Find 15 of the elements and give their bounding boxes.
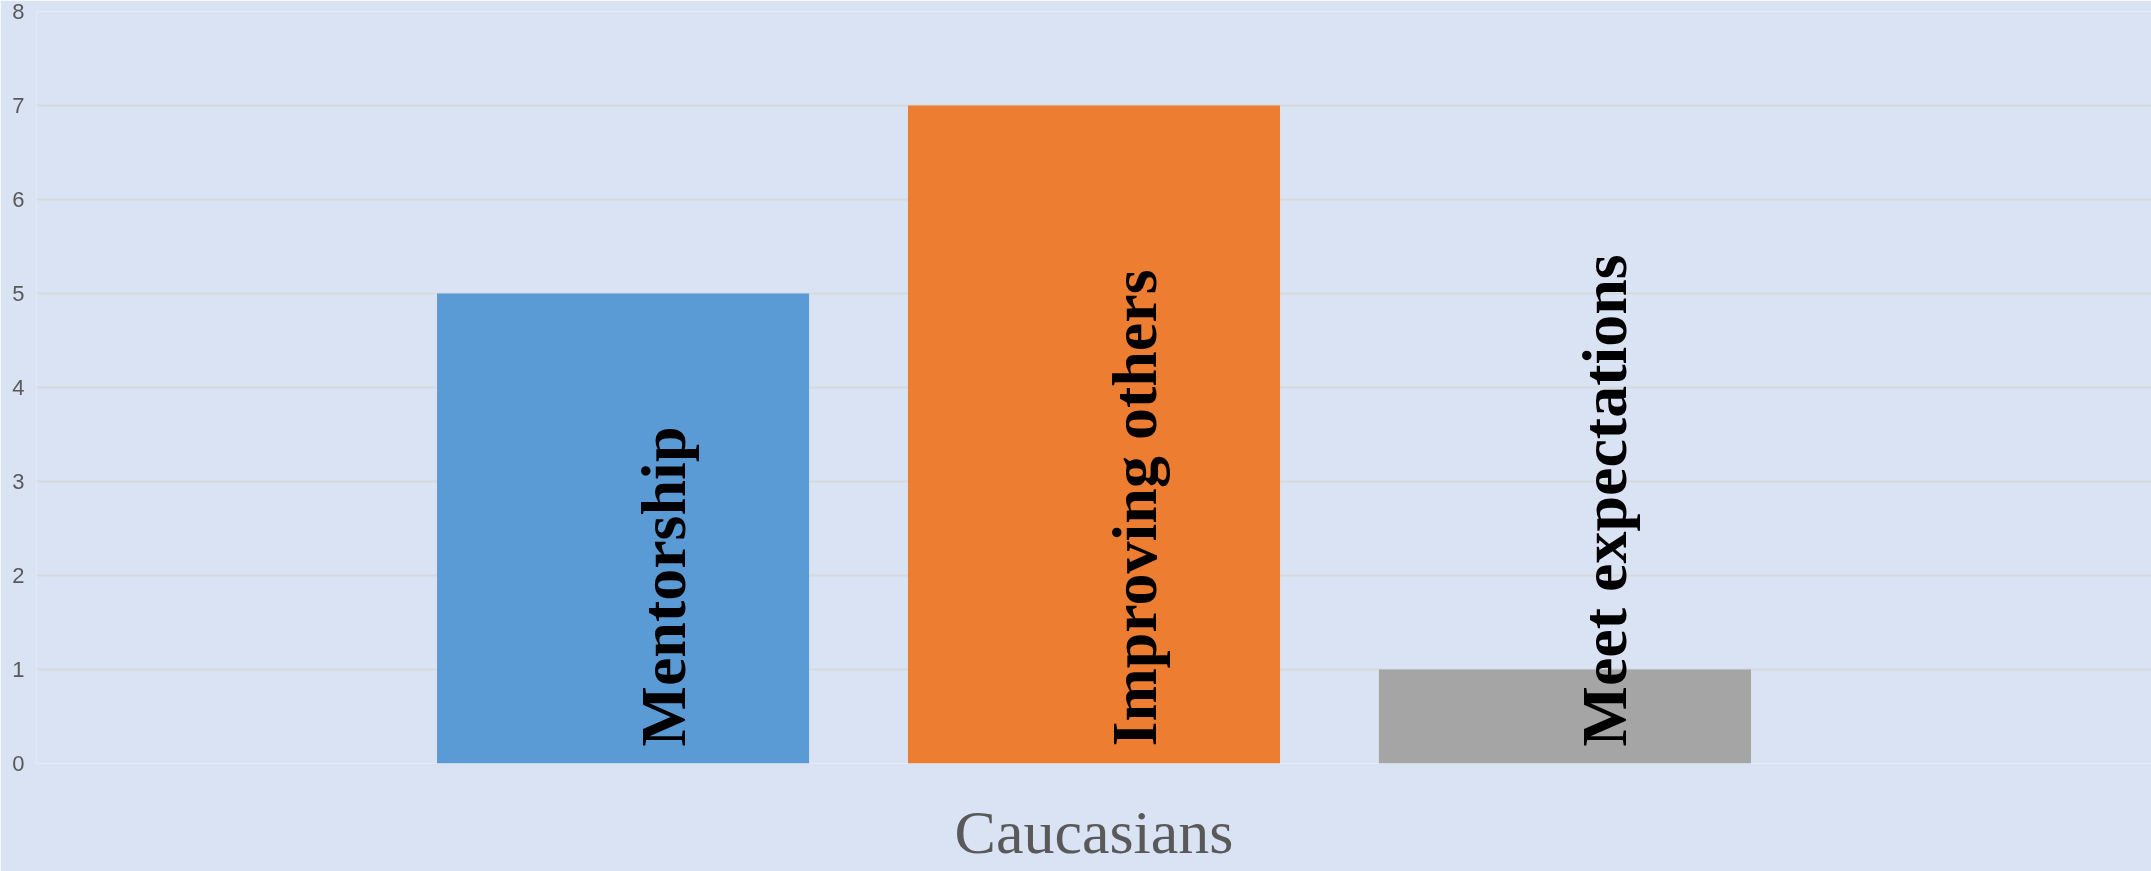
y-tick-label: 6	[12, 187, 25, 212]
y-tick-label: 2	[12, 563, 25, 588]
bar	[437, 293, 810, 764]
series-label: Mentorship	[627, 426, 699, 747]
y-tick-label: 8	[12, 0, 25, 24]
y-tick-label: 3	[12, 469, 25, 494]
series-label: Improving others	[1098, 269, 1170, 747]
y-tick-label: 1	[12, 657, 25, 682]
text: Meet expectations	[1569, 254, 1641, 747]
y-tick-label: 7	[12, 93, 25, 118]
y-tick-label: 4	[12, 375, 25, 400]
bar	[907, 105, 1281, 764]
x-tick-label: Caucasians	[954, 797, 1234, 866]
y-tick-label: 5	[12, 281, 25, 306]
y-tick-label: 0	[12, 751, 25, 776]
